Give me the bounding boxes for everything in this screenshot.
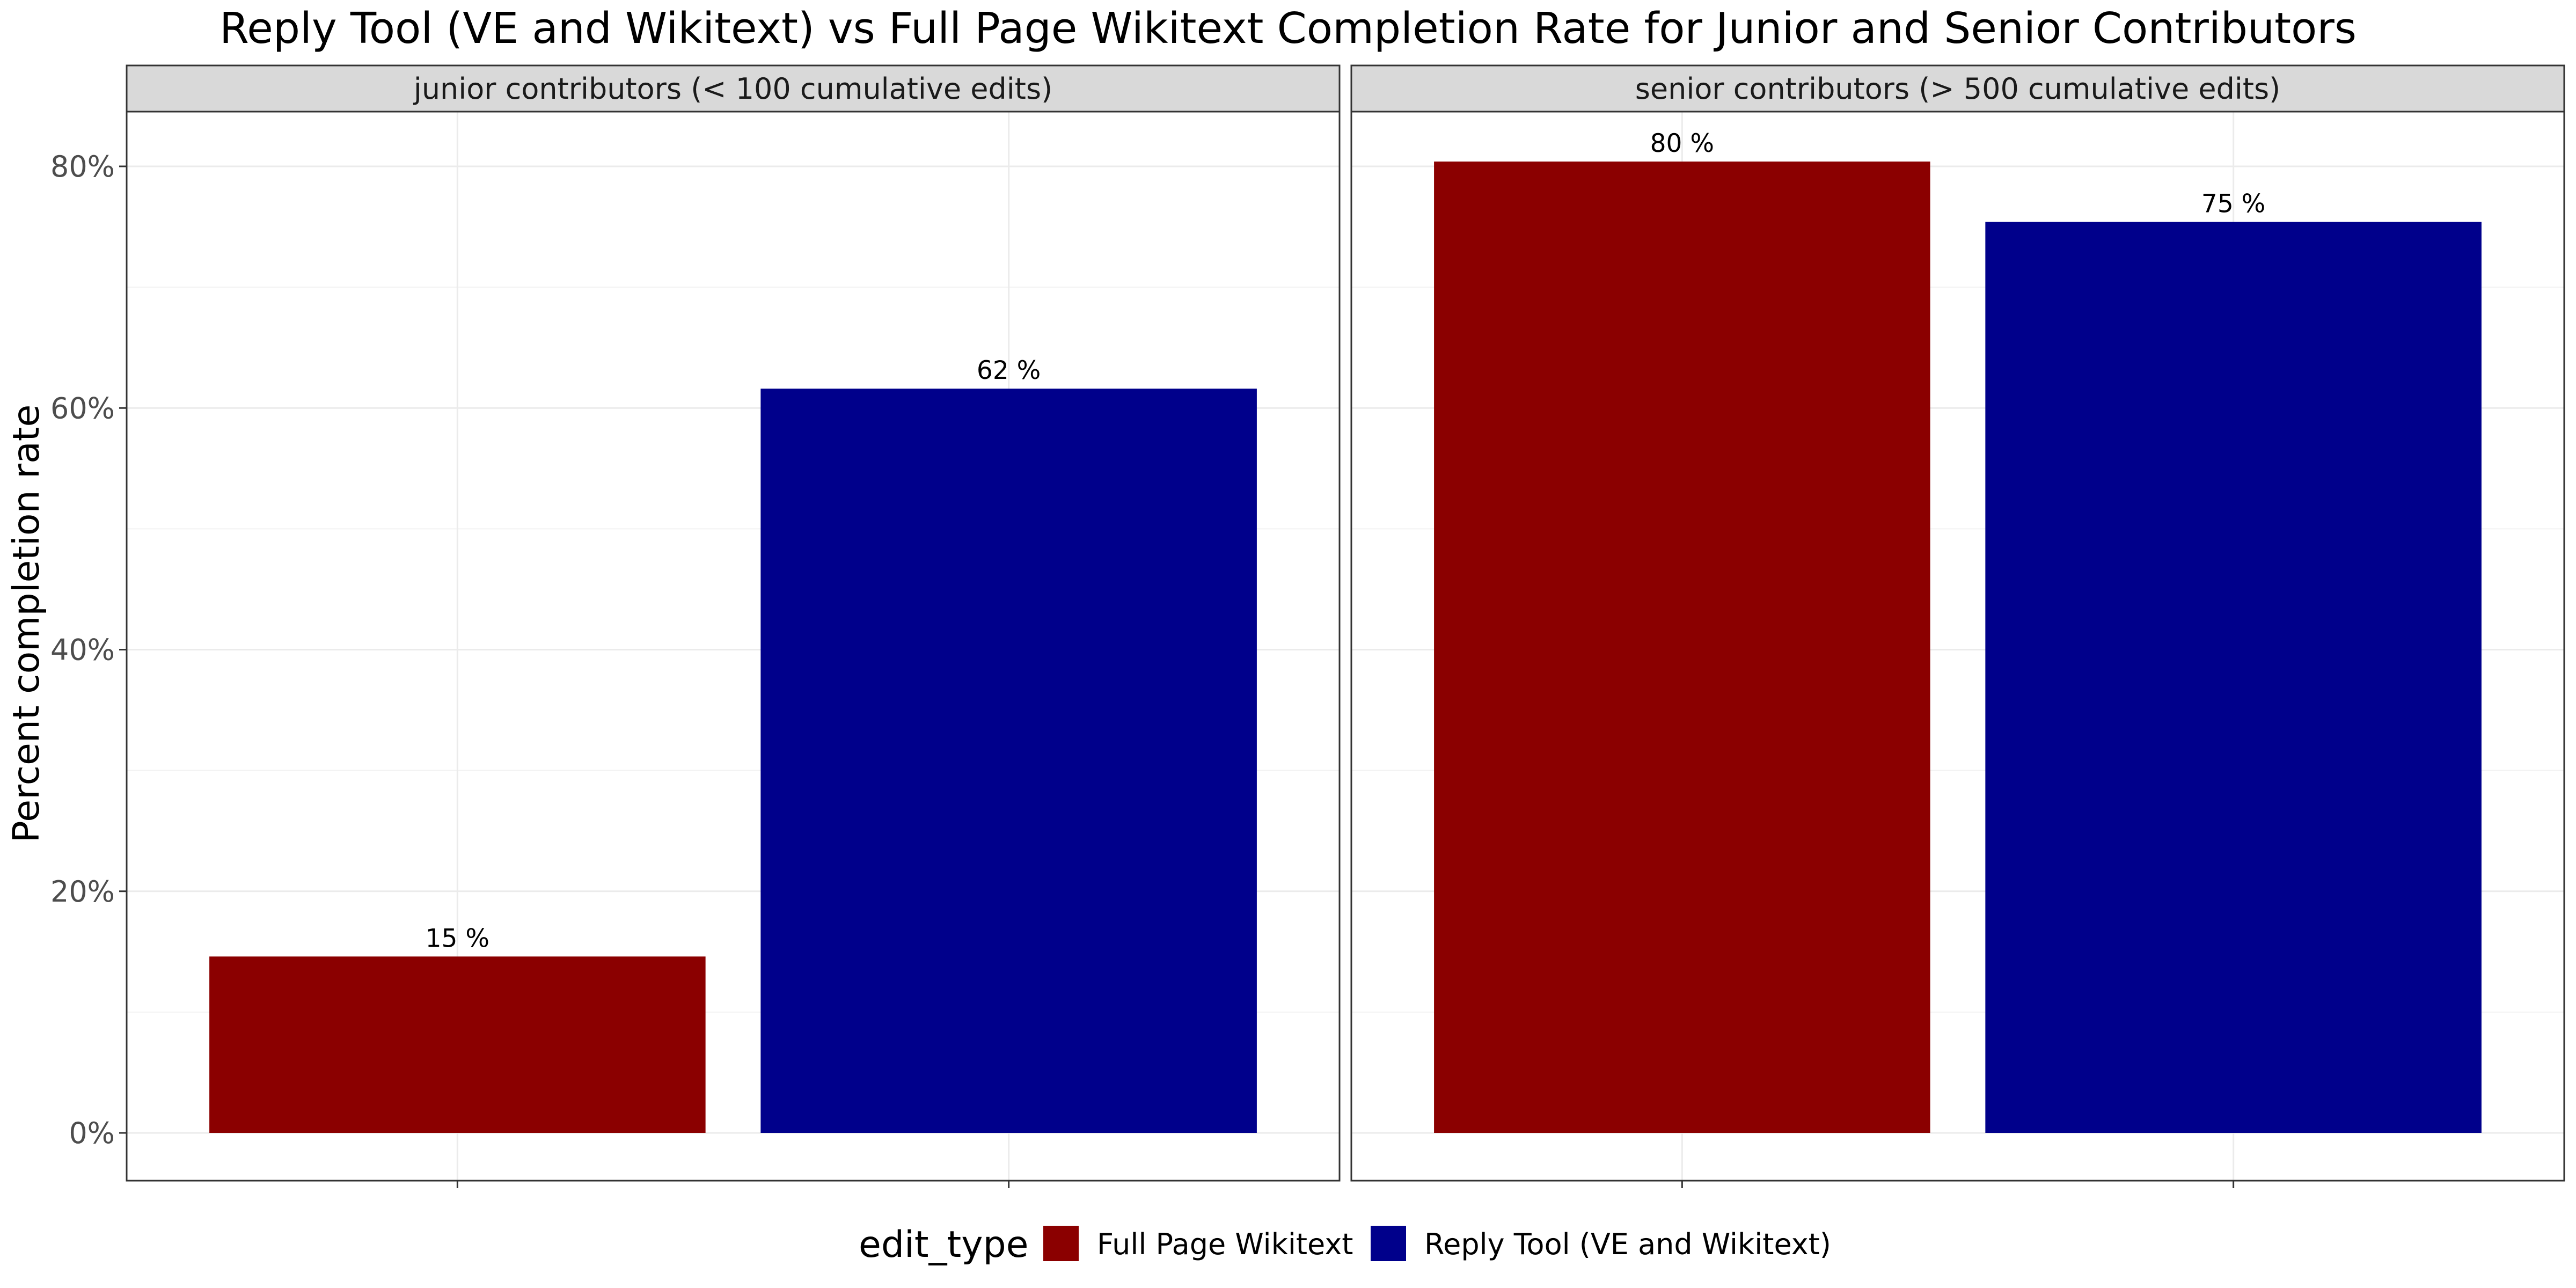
y-tick-label: 60% (50, 391, 115, 425)
facet-strip-label: senior contributors (> 500 cumulative ed… (1635, 72, 2280, 106)
facet-panel: 15 % 62 % junior contributors (< 100 cumul… (126, 64, 1341, 1188)
facet-strip (126, 64, 1341, 113)
y-tick-label: 40% (50, 633, 115, 667)
panels: 15 % 62 % junior contributors (< 100 cumul… (50, 64, 2565, 1188)
legend-entry-label: Full Page Wikitext (1097, 1227, 1353, 1261)
legend-entry-label: Reply Tool (VE and Wikitext) (1424, 1227, 1831, 1261)
bar (760, 389, 1257, 1133)
facet-strip-label: junior contributors (< 100 cumulative ed… (413, 72, 1052, 106)
bar-data-label: 15 % (426, 924, 489, 953)
bar-data-label: 62 % (977, 356, 1041, 385)
y-tick-label: 80% (50, 150, 115, 184)
facet-strip (1350, 64, 2565, 113)
legend-title: edit_type (859, 1224, 1028, 1266)
legend-swatch (1371, 1226, 1406, 1261)
chart-title: Reply Tool (VE and Wikitext) vs Full Pag… (219, 4, 2357, 53)
y-tick-label: 20% (50, 875, 115, 909)
bar (1434, 161, 1930, 1133)
legend: edit_type Full Page Wikitext Reply Tool (V… (859, 1224, 1831, 1266)
bar (209, 956, 706, 1133)
facet-panel: 80 % 75 % senior contributors (> 500 cumul… (1350, 64, 2565, 1188)
y-tick-label: 0% (69, 1116, 115, 1150)
y-axis-label: Percent completion rate (5, 405, 48, 843)
bar-data-label: 80 % (1650, 129, 1714, 158)
bar-data-label: 75 % (2201, 189, 2265, 219)
bar (1985, 222, 2482, 1133)
y-axis: 0% 20% 40% 60% 80% (50, 150, 127, 1150)
legend-swatch (1043, 1226, 1079, 1261)
